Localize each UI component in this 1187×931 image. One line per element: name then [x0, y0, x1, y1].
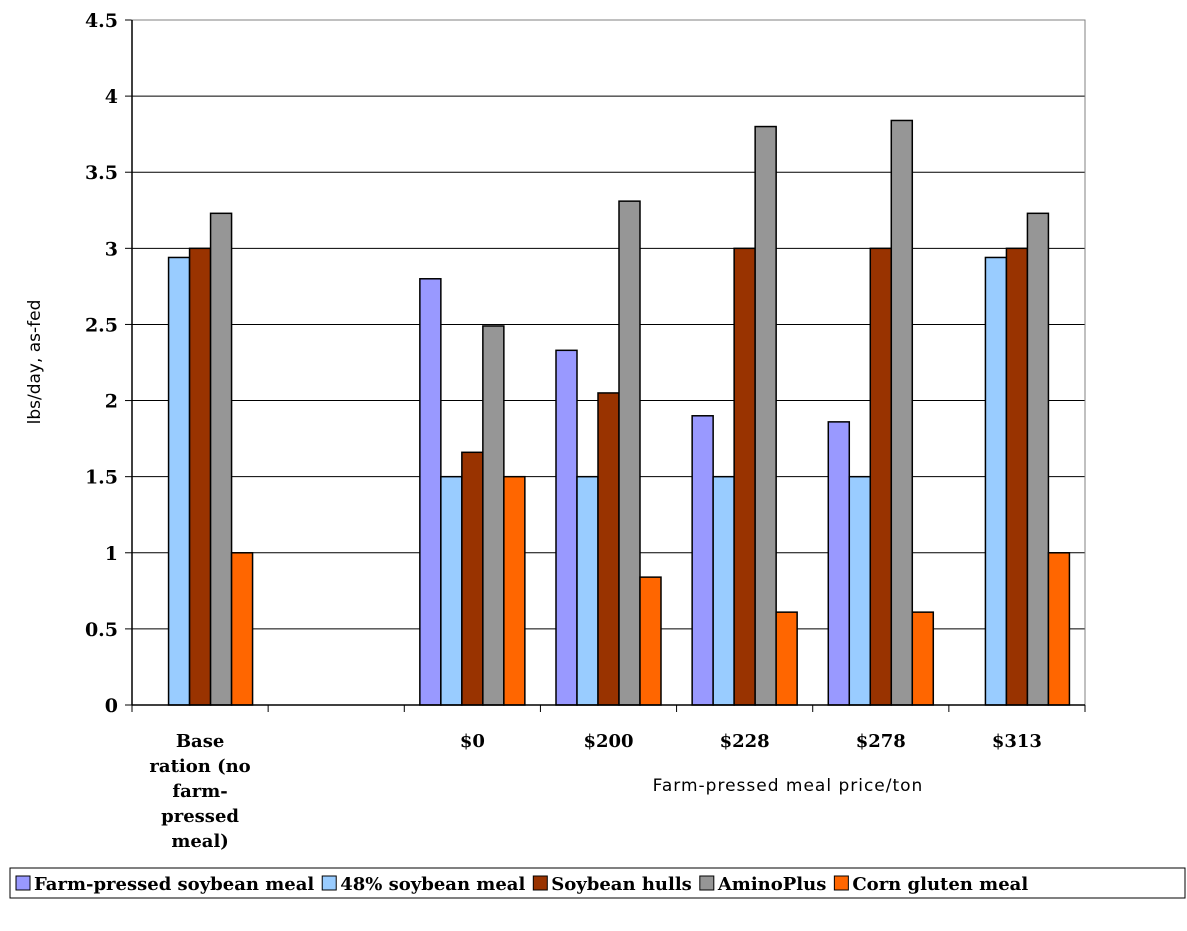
bars: [167, 119, 1071, 706]
legend-label: Soybean hulls: [551, 874, 692, 895]
bar-soybean-hulls-6: [1005, 247, 1029, 706]
bar-48-soybean-meal-3: [576, 475, 599, 706]
bar-corn-gluten-meal-5: [911, 611, 935, 706]
y-tick-labels: 0 0.5 1 1.5 2 2.5 3 3.5 4 4.5: [85, 10, 118, 717]
bar-corn-gluten-meal-4: [775, 611, 798, 706]
bar-corn-gluten-meal-6: [1047, 552, 1071, 706]
bar-soybean-hulls-3: [597, 392, 620, 706]
bar-48-soybean-meal-0: [167, 256, 191, 706]
y-tick-label: 1: [105, 543, 118, 565]
bar-soybean-hulls-5: [869, 247, 893, 706]
category-label: $313: [992, 731, 1042, 752]
y-tick-label: 1.5: [85, 467, 118, 489]
legend: Farm-pressed soybean meal 48% soybean mea…: [9, 867, 1186, 899]
y-tick-label: 2.5: [85, 314, 118, 336]
legend-swatch: [321, 875, 337, 891]
bar-aminoplus-3: [618, 200, 641, 706]
bar-48-soybean-meal-4: [712, 475, 735, 706]
bar-farm-pressed-soybean-meal-2: [419, 278, 442, 706]
legend-swatch: [699, 875, 715, 891]
bar-aminoplus-6: [1026, 212, 1050, 706]
bar-soybean-hulls-0: [188, 247, 212, 706]
bar-48-soybean-meal-2: [440, 475, 463, 706]
y-tick-label: 2: [105, 391, 118, 413]
y-axis-title: lbs/day, as-fed: [25, 300, 45, 425]
x-axis-title: Farm-pressed meal price/ton: [653, 776, 924, 796]
category-label: farm-: [172, 781, 227, 802]
category-label: $200: [583, 731, 633, 752]
legend-label: AminoPlus: [717, 874, 827, 895]
category-label: $228: [720, 731, 770, 752]
bar-48-soybean-meal-5: [848, 475, 872, 706]
category-label: Base: [176, 731, 224, 752]
legend-box: [9, 867, 1186, 899]
category-label: pressed: [161, 806, 239, 827]
legend-swatch: [15, 875, 31, 891]
bar-soybean-hulls-4: [733, 247, 756, 706]
axes: [131, 19, 1086, 712]
bar-corn-gluten-meal-0: [230, 552, 254, 706]
bar-aminoplus-4: [754, 125, 777, 706]
legend-label: Corn gluten meal: [852, 874, 1028, 895]
bar-aminoplus-5: [890, 119, 914, 706]
category-label: meal): [171, 831, 229, 852]
bar-48-soybean-meal-6: [984, 256, 1008, 706]
bar-soybean-hulls-2: [461, 451, 484, 706]
bar-farm-pressed-soybean-meal-3: [555, 349, 578, 706]
y-tick-label: 4: [105, 86, 118, 108]
bar-corn-gluten-meal-2: [503, 475, 526, 706]
legend-swatch: [833, 875, 849, 891]
category-label: ration (no: [149, 756, 250, 777]
bar-farm-pressed-soybean-meal-5: [827, 421, 851, 706]
y-tick-label: 3.5: [85, 162, 118, 184]
y-tick-label: 4.5: [85, 10, 118, 32]
category-label: $0: [460, 731, 485, 752]
y-tick-label: 3: [105, 238, 118, 260]
category-label: $278: [856, 731, 906, 752]
y-tick-label: 0.5: [85, 619, 118, 641]
category-labels: Base ration (no farm-pressed meal) $0 $200 $22…: [149, 731, 1042, 852]
legend-label: Farm-pressed soybean meal: [34, 874, 314, 895]
bar-farm-pressed-soybean-meal-4: [691, 415, 714, 706]
legend-swatch: [532, 875, 548, 891]
bar-aminoplus-0: [209, 212, 233, 706]
legend-label: 48% soybean meal: [340, 874, 525, 895]
y-tick-label: 0: [105, 695, 118, 717]
bar-aminoplus-2: [482, 325, 505, 706]
bar-corn-gluten-meal-3: [639, 576, 662, 706]
